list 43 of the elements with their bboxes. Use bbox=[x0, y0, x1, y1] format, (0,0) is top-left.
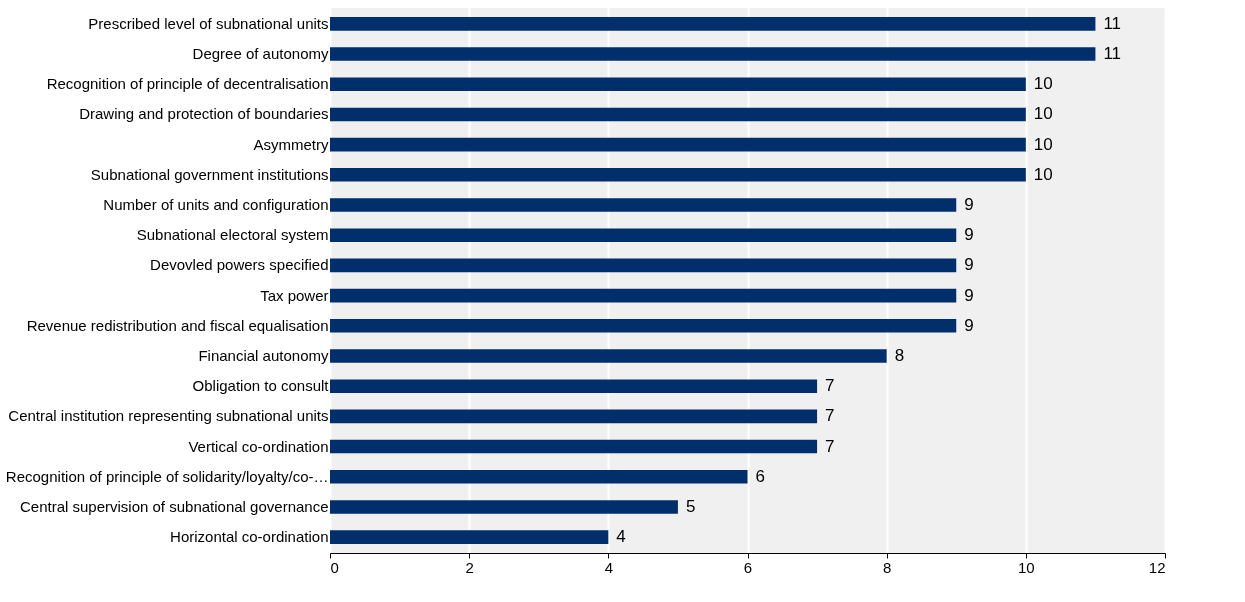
data-label: 9 bbox=[964, 195, 974, 215]
data-label: 11 bbox=[1103, 44, 1122, 64]
y-tick-label: Degree of autonomy bbox=[192, 45, 329, 63]
data-label: 11 bbox=[1103, 13, 1122, 33]
x-tick-label: 12 bbox=[1148, 558, 1166, 576]
data-label: 9 bbox=[964, 315, 974, 335]
y-tick-label: Central supervision of subnational governance bbox=[19, 497, 329, 515]
data-label: 7 bbox=[825, 406, 835, 426]
data-label: 6 bbox=[755, 466, 765, 486]
data-label: 8 bbox=[894, 345, 905, 365]
y-tick-label: Subnational electoral system bbox=[136, 226, 329, 244]
y-tick-label: Tax power bbox=[260, 286, 329, 304]
x-tick-label: 4 bbox=[604, 558, 614, 576]
data-label: 10 bbox=[1033, 134, 1053, 154]
y-tick-label: Obligation to consult bbox=[192, 377, 330, 395]
y-tick-label: Central institution representing subnational units bbox=[8, 407, 329, 425]
x-tick-label: 2 bbox=[465, 558, 474, 576]
y-tick-label: Subnational government institutions bbox=[90, 165, 329, 183]
x-tick-label: 0 bbox=[330, 558, 339, 576]
data-label: 10 bbox=[1033, 104, 1053, 124]
data-label: 9 bbox=[964, 285, 974, 305]
y-tick-label: Financial autonomy bbox=[198, 346, 329, 364]
data-label: 9 bbox=[964, 225, 974, 245]
x-tick-label: 6 bbox=[743, 558, 753, 576]
data-label: 5 bbox=[685, 496, 696, 516]
data-label: 7 bbox=[825, 376, 835, 396]
x-tick-label: 10 bbox=[1017, 558, 1035, 576]
y-tick-label: Vertical co-ordination bbox=[188, 437, 329, 455]
y-tick-label: Prescribed level of subnational units bbox=[88, 14, 329, 32]
y-tick-label: Drawing and protection of boundaries bbox=[79, 105, 329, 123]
y-tick-label: Asymmetry bbox=[253, 135, 329, 153]
y-tick-label: Revenue redistribution and fiscal equalisation bbox=[26, 316, 329, 334]
y-tick-label: Devovled powers specified bbox=[150, 256, 329, 274]
x-tick-label: 8 bbox=[882, 558, 892, 576]
y-tick-label: Recognition of principle of solidarity/loyalty/co-… bbox=[5, 467, 329, 485]
data-label: 4 bbox=[616, 527, 626, 547]
data-label: 10 bbox=[1033, 74, 1053, 94]
y-tick-label: Number of units and configuration bbox=[103, 196, 329, 214]
y-tick-label: Horizontal co-ordination bbox=[170, 528, 329, 546]
data-label: 10 bbox=[1033, 164, 1053, 184]
data-label: 9 bbox=[964, 255, 974, 275]
y-tick-label: Recognition of principle of decentralisation bbox=[46, 75, 329, 93]
data-label: 7 bbox=[825, 436, 835, 456]
